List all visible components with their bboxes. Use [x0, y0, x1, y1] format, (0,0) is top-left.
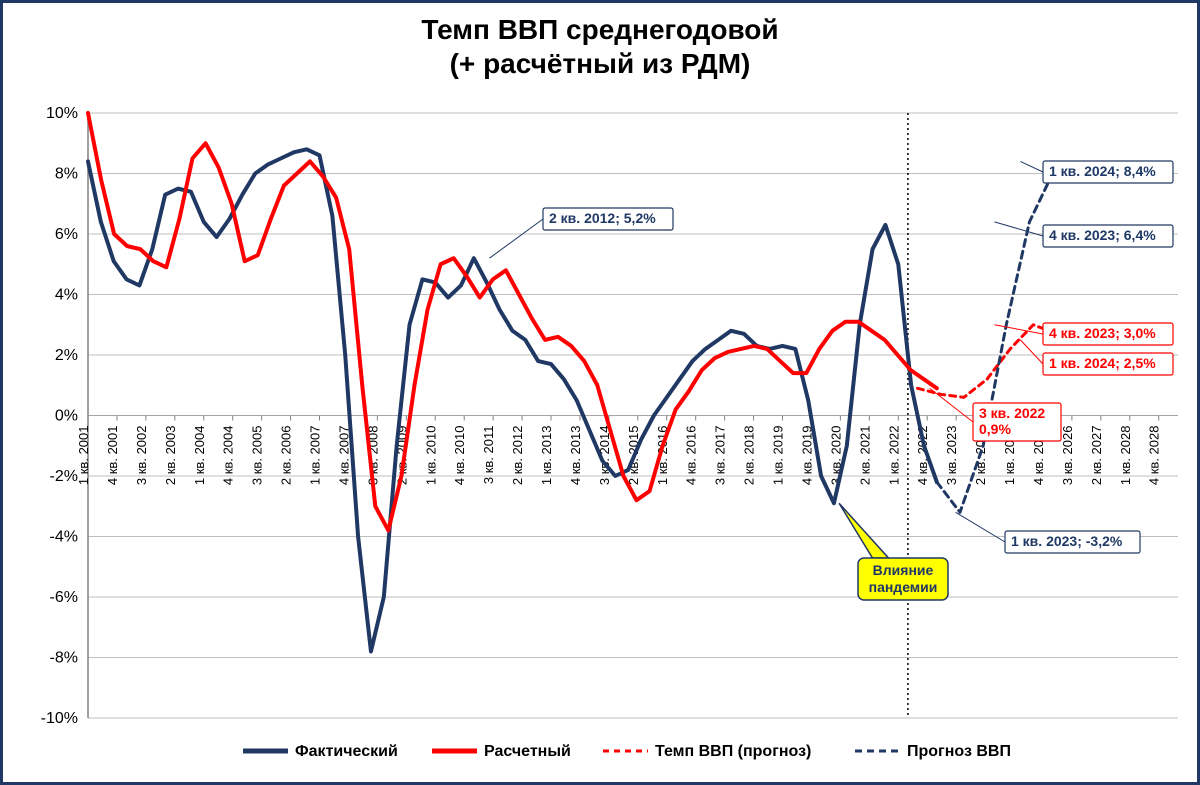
chart-frame: { "title_line1": "Темп ВВП среднегодовой…: [0, 0, 1200, 785]
svg-text:-8%: -8%: [50, 650, 78, 667]
svg-text:1 кв. 2024; 8,4%: 1 кв. 2024; 8,4%: [1049, 163, 1156, 179]
svg-text:0,9%: 0,9%: [979, 421, 1011, 437]
chart-title-line2: (+ расчётный из РДМ): [3, 47, 1197, 81]
svg-text:2 кв. 2012: 2 кв. 2012: [510, 426, 525, 486]
line-chart: -10% -8% -6% -4% -2% 0% 2% 4% 6% 8% 10% 1 кв. 2001 4…: [3, 83, 1197, 783]
svg-text:4 кв. 2023; 6,4%: 4 кв. 2023; 6,4%: [1049, 227, 1156, 243]
svg-text:2 кв. 2018: 2 кв. 2018: [742, 426, 757, 486]
svg-text:1 кв. 2023; -3,2%: 1 кв. 2023; -3,2%: [1011, 533, 1123, 549]
svg-text:1 кв. 2001: 1 кв. 2001: [76, 426, 91, 486]
svg-text:Расчетный: Расчетный: [484, 743, 571, 760]
svg-text:1 кв. 2024; 2,5%: 1 кв. 2024; 2,5%: [1049, 355, 1156, 371]
svg-text:-10%: -10%: [41, 710, 78, 727]
svg-text:3 кв. 2023: 3 кв. 2023: [944, 426, 959, 486]
svg-text:10%: 10%: [46, 105, 78, 122]
svg-text:Прогноз ВВП: Прогноз ВВП: [907, 743, 1011, 760]
svg-text:1 кв. 2028: 1 кв. 2028: [1118, 426, 1133, 486]
svg-text:2 кв. 2006: 2 кв. 2006: [279, 426, 294, 486]
svg-text:4 кв. 2010: 4 кв. 2010: [452, 426, 467, 486]
svg-text:2 кв. 2003: 2 кв. 2003: [163, 426, 178, 486]
svg-text:3 кв. 2011: 3 кв. 2011: [481, 426, 496, 485]
svg-text:Фактический: Фактический: [295, 743, 398, 760]
svg-text:1 кв. 2013: 1 кв. 2013: [539, 426, 554, 486]
svg-text:4 кв. 2016: 4 кв. 2016: [684, 426, 699, 486]
svg-text:4 кв. 2004: 4 кв. 2004: [221, 426, 236, 486]
svg-text:4 кв. 2013: 4 кв. 2013: [568, 426, 583, 486]
svg-text:4 кв. 2028: 4 кв. 2028: [1147, 426, 1162, 486]
svg-text:Влияние: Влияние: [873, 562, 934, 578]
svg-text:2%: 2%: [55, 347, 78, 364]
svg-text:1 кв. 2004: 1 кв. 2004: [192, 426, 207, 486]
svg-text:3 кв. 2026: 3 кв. 2026: [1060, 426, 1075, 486]
svg-text:1 кв. 2019: 1 кв. 2019: [771, 426, 786, 486]
svg-text:2 кв. 2021: 2 кв. 2021: [857, 426, 872, 486]
svg-text:-2%: -2%: [50, 468, 78, 485]
svg-text:1 кв. 2010: 1 кв. 2010: [423, 426, 438, 486]
svg-text:1 кв. 2007: 1 кв. 2007: [308, 426, 323, 486]
svg-text:2 кв. 2012; 5,2%: 2 кв. 2012; 5,2%: [549, 210, 656, 226]
svg-text:6%: 6%: [55, 226, 78, 243]
svg-text:-6%: -6%: [50, 589, 78, 606]
svg-text:Темп ВВП (прогноз): Темп ВВП (прогноз): [655, 743, 811, 760]
svg-text:пандемии: пандемии: [869, 579, 938, 595]
svg-text:4%: 4%: [55, 287, 78, 304]
svg-text:3 кв. 2017: 3 кв. 2017: [713, 426, 728, 486]
svg-text:4 кв. 2001: 4 кв. 2001: [105, 426, 120, 486]
svg-text:8%: 8%: [55, 166, 78, 183]
chart-title-line1: Темп ВВП среднегодовой: [3, 13, 1197, 47]
svg-text:3 кв. 2022: 3 кв. 2022: [979, 405, 1045, 421]
svg-text:4 кв. 2023; 3,0%: 4 кв. 2023; 3,0%: [1049, 325, 1156, 341]
svg-text:2 кв. 2027: 2 кв. 2027: [1089, 426, 1104, 486]
svg-text:3 кв. 2005: 3 кв. 2005: [250, 426, 265, 486]
svg-text:3 кв. 2002: 3 кв. 2002: [134, 426, 149, 486]
svg-text:1 кв. 2022: 1 кв. 2022: [886, 426, 901, 486]
svg-text:0%: 0%: [55, 408, 78, 425]
chart-title: Темп ВВП среднегодовой (+ расчётный из Р…: [3, 3, 1197, 80]
svg-text:-4%: -4%: [50, 529, 78, 546]
